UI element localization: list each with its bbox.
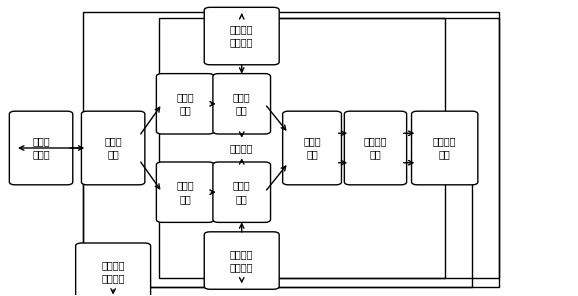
Text: 调制解调
模块: 调制解调 模块 (433, 136, 457, 160)
Text: 第一调
制器: 第一调 制器 (176, 92, 194, 115)
FancyBboxPatch shape (283, 111, 342, 185)
Text: 陀螺输出: 陀螺输出 (230, 143, 254, 153)
FancyBboxPatch shape (9, 111, 73, 185)
FancyBboxPatch shape (213, 74, 271, 134)
FancyBboxPatch shape (157, 162, 214, 222)
FancyBboxPatch shape (213, 162, 271, 222)
Text: 第一移
频器: 第一移 频器 (233, 92, 250, 115)
FancyBboxPatch shape (412, 111, 478, 185)
FancyBboxPatch shape (76, 243, 151, 296)
Bar (160, 18, 499, 278)
Text: 第三反馈
锁定模块: 第三反馈 锁定模块 (230, 25, 254, 48)
Text: 第二移
频器: 第二移 频器 (233, 181, 250, 204)
Text: 可调谐
激光器: 可调谐 激光器 (32, 136, 50, 160)
FancyBboxPatch shape (157, 74, 214, 134)
Text: 光学谐
振腔: 光学谐 振腔 (303, 136, 321, 160)
FancyBboxPatch shape (344, 111, 407, 185)
Text: 光电转换
模块: 光电转换 模块 (364, 136, 387, 160)
FancyBboxPatch shape (204, 232, 279, 289)
Text: 第二反馈
锁定模块: 第二反馈 锁定模块 (230, 249, 254, 272)
Text: 光学分
路器: 光学分 路器 (104, 136, 122, 160)
Text: 第二调
制器: 第二调 制器 (176, 181, 194, 204)
Text: 第一反馈
锁定模块: 第一反馈 锁定模块 (101, 260, 125, 283)
Bar (83, 12, 499, 287)
FancyBboxPatch shape (81, 111, 145, 185)
FancyBboxPatch shape (204, 7, 279, 65)
